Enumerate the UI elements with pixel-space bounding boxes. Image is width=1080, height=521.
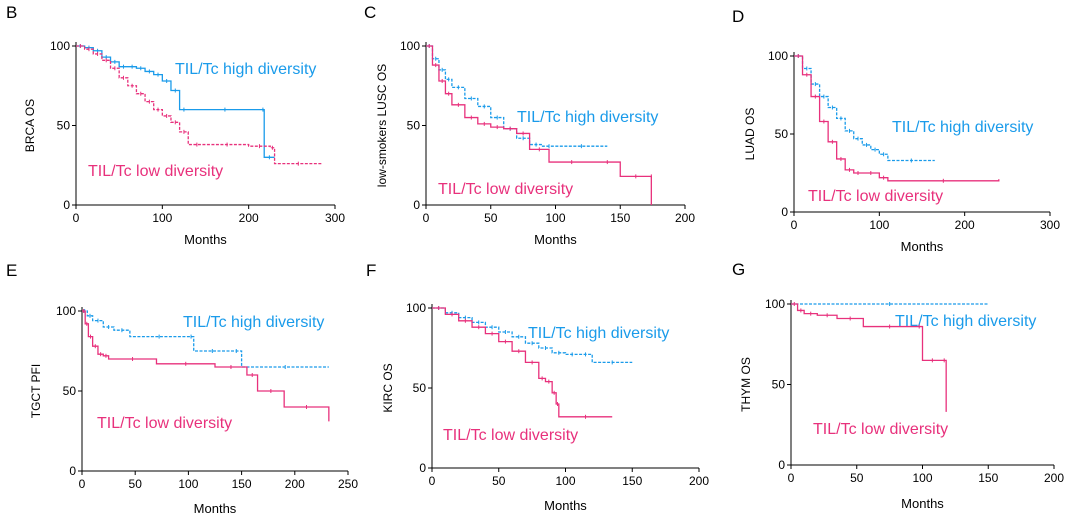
- panel-d: D 0 100 200 300 0 50 100 Months LUAD OS TIL/Tc hig…: [732, 7, 1060, 254]
- x-tick-label: 200: [955, 218, 975, 232]
- x-axis-label: Months: [534, 232, 577, 247]
- y-axis-label: KIRC OS: [381, 363, 395, 412]
- series-label-high-diversity: TIL/Tc high diversity: [528, 325, 669, 342]
- series-label-low-diversity: TIL/Tc low diversity: [438, 181, 573, 198]
- x-axis-label: Months: [544, 498, 587, 513]
- y-axis-label: THYM OS: [739, 357, 753, 412]
- panel-f: F 0 50 100 150 200 0 50 100 Months KIRC OS TIL/Tc h…: [366, 261, 709, 513]
- y-tick-label: 100: [50, 39, 70, 53]
- series-label-low-diversity: TIL/Tc low diversity: [88, 163, 223, 180]
- y-tick-label: 50: [407, 119, 421, 133]
- x-tick-label: 0: [791, 218, 798, 232]
- panel-b: B 0 100 200 300 0 50 100 Months BRCA OS TIL/Tc hig…: [6, 3, 345, 247]
- series-line-low-diversity: [82, 310, 330, 422]
- y-tick-label: 0: [419, 461, 426, 475]
- x-tick-label: 150: [978, 471, 998, 485]
- series-label-low-diversity: TIL/Tc low diversity: [97, 415, 232, 432]
- x-tick-label: 150: [622, 474, 642, 488]
- series-line-low-diversity: [76, 45, 323, 165]
- y-tick-label: 50: [57, 119, 71, 133]
- y-tick-label: 50: [413, 381, 427, 395]
- x-tick-label: 200: [675, 211, 695, 225]
- x-tick-label: 100: [152, 211, 172, 225]
- y-tick-label: 0: [778, 458, 785, 472]
- x-axis-label: Months: [194, 501, 237, 516]
- x-tick-label: 200: [285, 477, 305, 491]
- panel-letter: D: [732, 7, 744, 26]
- x-tick-label: 0: [429, 474, 436, 488]
- y-axis-label: LUAD OS: [743, 108, 757, 161]
- y-tick-label: 100: [406, 301, 426, 315]
- panel-letter: G: [732, 260, 745, 279]
- y-tick-label: 0: [781, 205, 788, 219]
- x-tick-label: 100: [869, 218, 889, 232]
- panel-c: C 0 50 100 150 200 0 50 100 Months low-smokers LUS…: [364, 3, 695, 247]
- x-tick-label: 150: [610, 211, 630, 225]
- panel-e: E 0 50 100 150 200 250 0 50 100 Months TGCT PFI TIL/…: [6, 261, 358, 516]
- series-line-low-diversity: [791, 303, 947, 412]
- x-tick-label: 250: [338, 477, 358, 491]
- y-axis-label: low-smokers LUSC OS: [375, 64, 389, 187]
- x-tick-label: 50: [129, 477, 143, 491]
- x-tick-label: 100: [912, 471, 932, 485]
- y-tick-label: 0: [63, 198, 70, 212]
- panel-letter: B: [6, 3, 17, 22]
- x-tick-label: 50: [492, 474, 506, 488]
- series-label-low-diversity: TIL/Tc low diversity: [443, 427, 578, 444]
- series-label-high-diversity: TIL/Tc high diversity: [517, 109, 658, 126]
- series-line-high-diversity: [76, 45, 275, 158]
- x-tick-label: 50: [484, 211, 498, 225]
- y-tick-label: 100: [765, 297, 785, 311]
- panel-g: G 0 50 100 150 200 0 50 100 Months THYM OS TIL/Tc h…: [732, 260, 1064, 511]
- series-label-high-diversity: TIL/Tc high diversity: [183, 314, 324, 331]
- x-tick-label: 0: [73, 211, 80, 225]
- y-axis-label: TGCT PFI: [29, 364, 43, 418]
- panel-letter: F: [366, 261, 376, 280]
- x-axis-label: Months: [901, 496, 944, 511]
- series-label-low-diversity: TIL/Tc low diversity: [808, 188, 943, 205]
- x-tick-label: 0: [788, 471, 795, 485]
- x-tick-label: 100: [178, 477, 198, 491]
- y-axis-label: BRCA OS: [23, 99, 37, 152]
- x-tick-label: 150: [232, 477, 252, 491]
- series-label-high-diversity: TIL/Tc high diversity: [175, 61, 316, 78]
- y-tick-label: 100: [400, 39, 420, 53]
- x-tick-label: 300: [325, 211, 345, 225]
- x-axis-label: Months: [901, 239, 944, 254]
- x-tick-label: 200: [1044, 471, 1064, 485]
- y-tick-label: 50: [63, 384, 77, 398]
- y-tick-label: 50: [775, 127, 789, 141]
- x-tick-label: 200: [239, 211, 259, 225]
- panel-letter: C: [364, 3, 376, 22]
- series-label-low-diversity: TIL/Tc low diversity: [813, 421, 948, 438]
- x-tick-label: 200: [689, 474, 709, 488]
- y-tick-label: 50: [772, 378, 786, 392]
- series-label-high-diversity: TIL/Tc high diversity: [892, 119, 1033, 136]
- y-tick-label: 0: [69, 464, 76, 478]
- y-tick-label: 0: [413, 198, 420, 212]
- x-tick-label: 50: [850, 471, 864, 485]
- y-tick-label: 100: [56, 304, 76, 318]
- x-axis-label: Months: [184, 232, 227, 247]
- x-tick-label: 300: [1040, 218, 1060, 232]
- y-tick-label: 100: [768, 49, 788, 63]
- x-tick-label: 0: [79, 477, 86, 491]
- x-tick-label: 0: [423, 211, 430, 225]
- panel-letter: E: [6, 261, 17, 280]
- series-label-high-diversity: TIL/Tc high diversity: [895, 313, 1036, 330]
- x-tick-label: 100: [545, 211, 565, 225]
- x-tick-label: 100: [555, 474, 575, 488]
- series-line-high-diversity: [794, 55, 935, 162]
